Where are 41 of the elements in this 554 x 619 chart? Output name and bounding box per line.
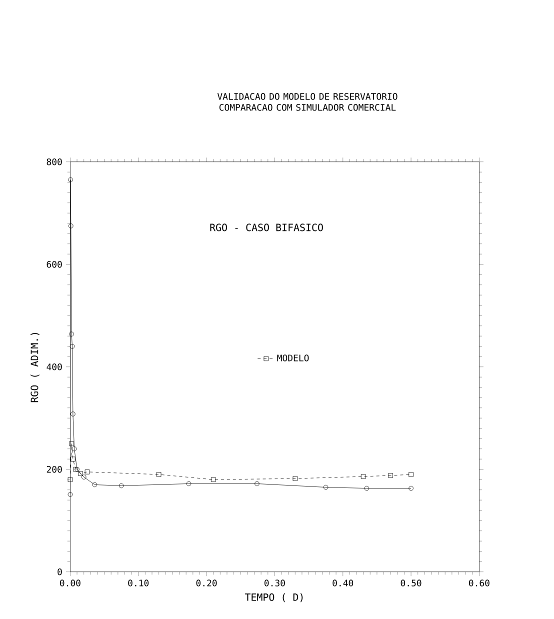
y-tick-label: 200 [46, 466, 62, 473]
point [364, 486, 370, 491]
point [84, 470, 90, 474]
point [70, 456, 76, 462]
x-tick-label: 0.60 [468, 580, 490, 586]
x-tick-label: 0.30 [264, 580, 285, 586]
point [69, 441, 74, 446]
point [81, 474, 86, 480]
point [70, 412, 76, 416]
point [388, 473, 393, 478]
text: RGO - CASO BIFASICO [210, 224, 323, 232]
x-tick-label: 0.10 [128, 580, 149, 586]
chart-title: VALIDACAO DO MODELO DE RESERVATORIO COMPARACAO COM SIMULADOR COMERCIAL [217, 93, 398, 111]
point [156, 472, 162, 477]
point [254, 481, 260, 486]
point [118, 483, 124, 488]
legend-label: MODELO [277, 354, 309, 362]
x-tick-label: 0.20 [196, 580, 217, 586]
x-tick-label: 0.50 [400, 580, 422, 586]
point [68, 224, 74, 228]
y-tick-label: 800 [46, 158, 62, 166]
point [69, 332, 74, 336]
point [72, 446, 77, 452]
point [68, 477, 73, 482]
y-tick-label: 600 [46, 260, 62, 268]
point [292, 476, 298, 481]
point [78, 471, 83, 476]
point [92, 482, 98, 488]
y-tick-label: 400 [46, 363, 62, 370]
point [323, 484, 328, 490]
x-axis-title: TEMPO ( D) [244, 593, 303, 602]
point [186, 481, 192, 486]
x-tick-label: 0.40 [332, 580, 354, 586]
point [210, 477, 216, 482]
y-axis-title: RGO ( ADIM.) [30, 332, 40, 402]
point [68, 177, 73, 182]
point [70, 344, 75, 349]
point [360, 474, 366, 479]
x-tick-label: 0.00 [60, 580, 80, 586]
y-tick-label: 0 [58, 568, 62, 576]
point [408, 472, 414, 477]
